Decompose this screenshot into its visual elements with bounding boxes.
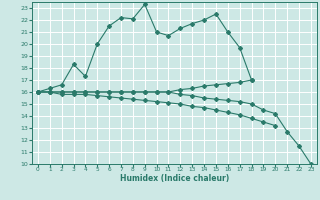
X-axis label: Humidex (Indice chaleur): Humidex (Indice chaleur) (120, 174, 229, 183)
